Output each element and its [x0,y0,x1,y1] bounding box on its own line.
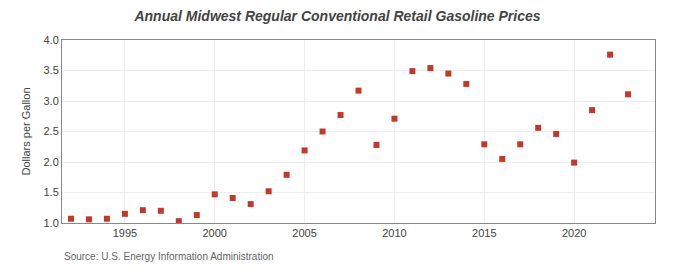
svg-text:2000: 2000 [202,227,226,239]
svg-text:Source: U.S. Energy Informatio: Source: U.S. Energy Information Administ… [64,251,274,262]
svg-text:2010: 2010 [382,227,406,239]
svg-text:Annual Midwest Regular Convent: Annual Midwest Regular Conventional Reta… [133,8,540,24]
svg-text:1.0: 1.0 [44,217,59,229]
svg-text:1995: 1995 [113,227,137,239]
svg-text:2015: 2015 [472,227,496,239]
svg-text:2020: 2020 [562,227,586,239]
svg-text:2005: 2005 [292,227,316,239]
svg-text:4.0: 4.0 [44,34,59,46]
svg-text:1.5: 1.5 [44,186,59,198]
svg-text:3.0: 3.0 [44,95,59,107]
svg-text:Dollars per Gallon: Dollars per Gallon [20,87,32,175]
svg-text:3.5: 3.5 [44,64,59,76]
svg-text:2.0: 2.0 [44,156,59,168]
svg-text:2.5: 2.5 [44,125,59,137]
